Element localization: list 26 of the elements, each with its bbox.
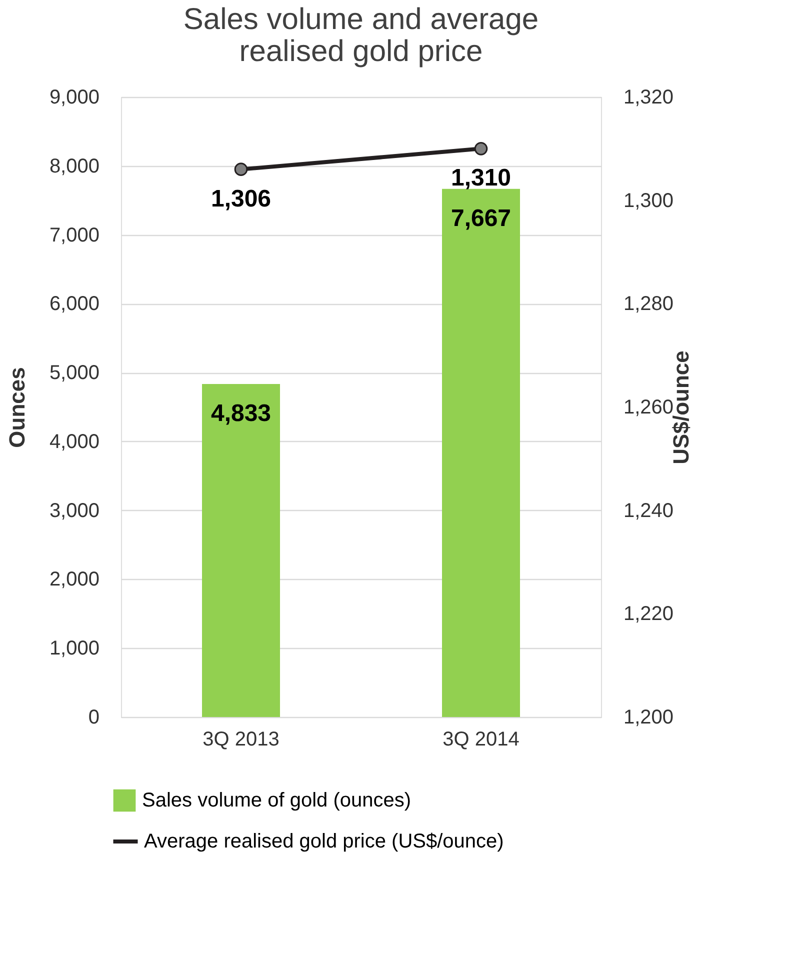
legend-label: Sales volume of gold (ounces) — [142, 790, 412, 812]
y-tick-label: 6,000 — [49, 293, 100, 316]
data-label: 1,310 — [450, 164, 512, 192]
legend-label: Average realised gold price (US$/ounce) — [144, 830, 504, 852]
y-tick-label: 2,000 — [49, 568, 100, 591]
y-tick-label: 5,000 — [49, 362, 100, 384]
x-tick-label: 3Q 2013 — [202, 728, 280, 750]
y-tick-label: 8,000 — [49, 155, 100, 178]
y2-tick-label: 1,320 — [624, 86, 674, 108]
y-tick-label: 3,000 — [49, 500, 100, 522]
y-tick-label: 7,000 — [49, 224, 100, 246]
y-tick-label: 0 — [88, 706, 100, 728]
data-label: 7,667 — [450, 204, 512, 232]
y2-tick-label: 1,220 — [624, 603, 674, 626]
x-tick-label: 3Q 2014 — [442, 728, 520, 750]
y2-tick-label: 1,300 — [624, 190, 674, 212]
data-label: 1,306 — [210, 185, 272, 212]
chart-title: Sales volume and average realised gold price — [183, 3, 539, 68]
y2-tick-label: 1,280 — [624, 293, 674, 316]
y2-tick-label: 1,240 — [624, 500, 674, 522]
y-tick-label: 1,000 — [49, 638, 100, 660]
y-axis-title: Ounces — [4, 367, 30, 448]
y-tick-label: 4,000 — [49, 430, 100, 453]
data-label: 4,833 — [210, 400, 272, 428]
y-tick-label: 9,000 — [49, 86, 100, 108]
y2-tick-label: 1,200 — [624, 706, 674, 728]
